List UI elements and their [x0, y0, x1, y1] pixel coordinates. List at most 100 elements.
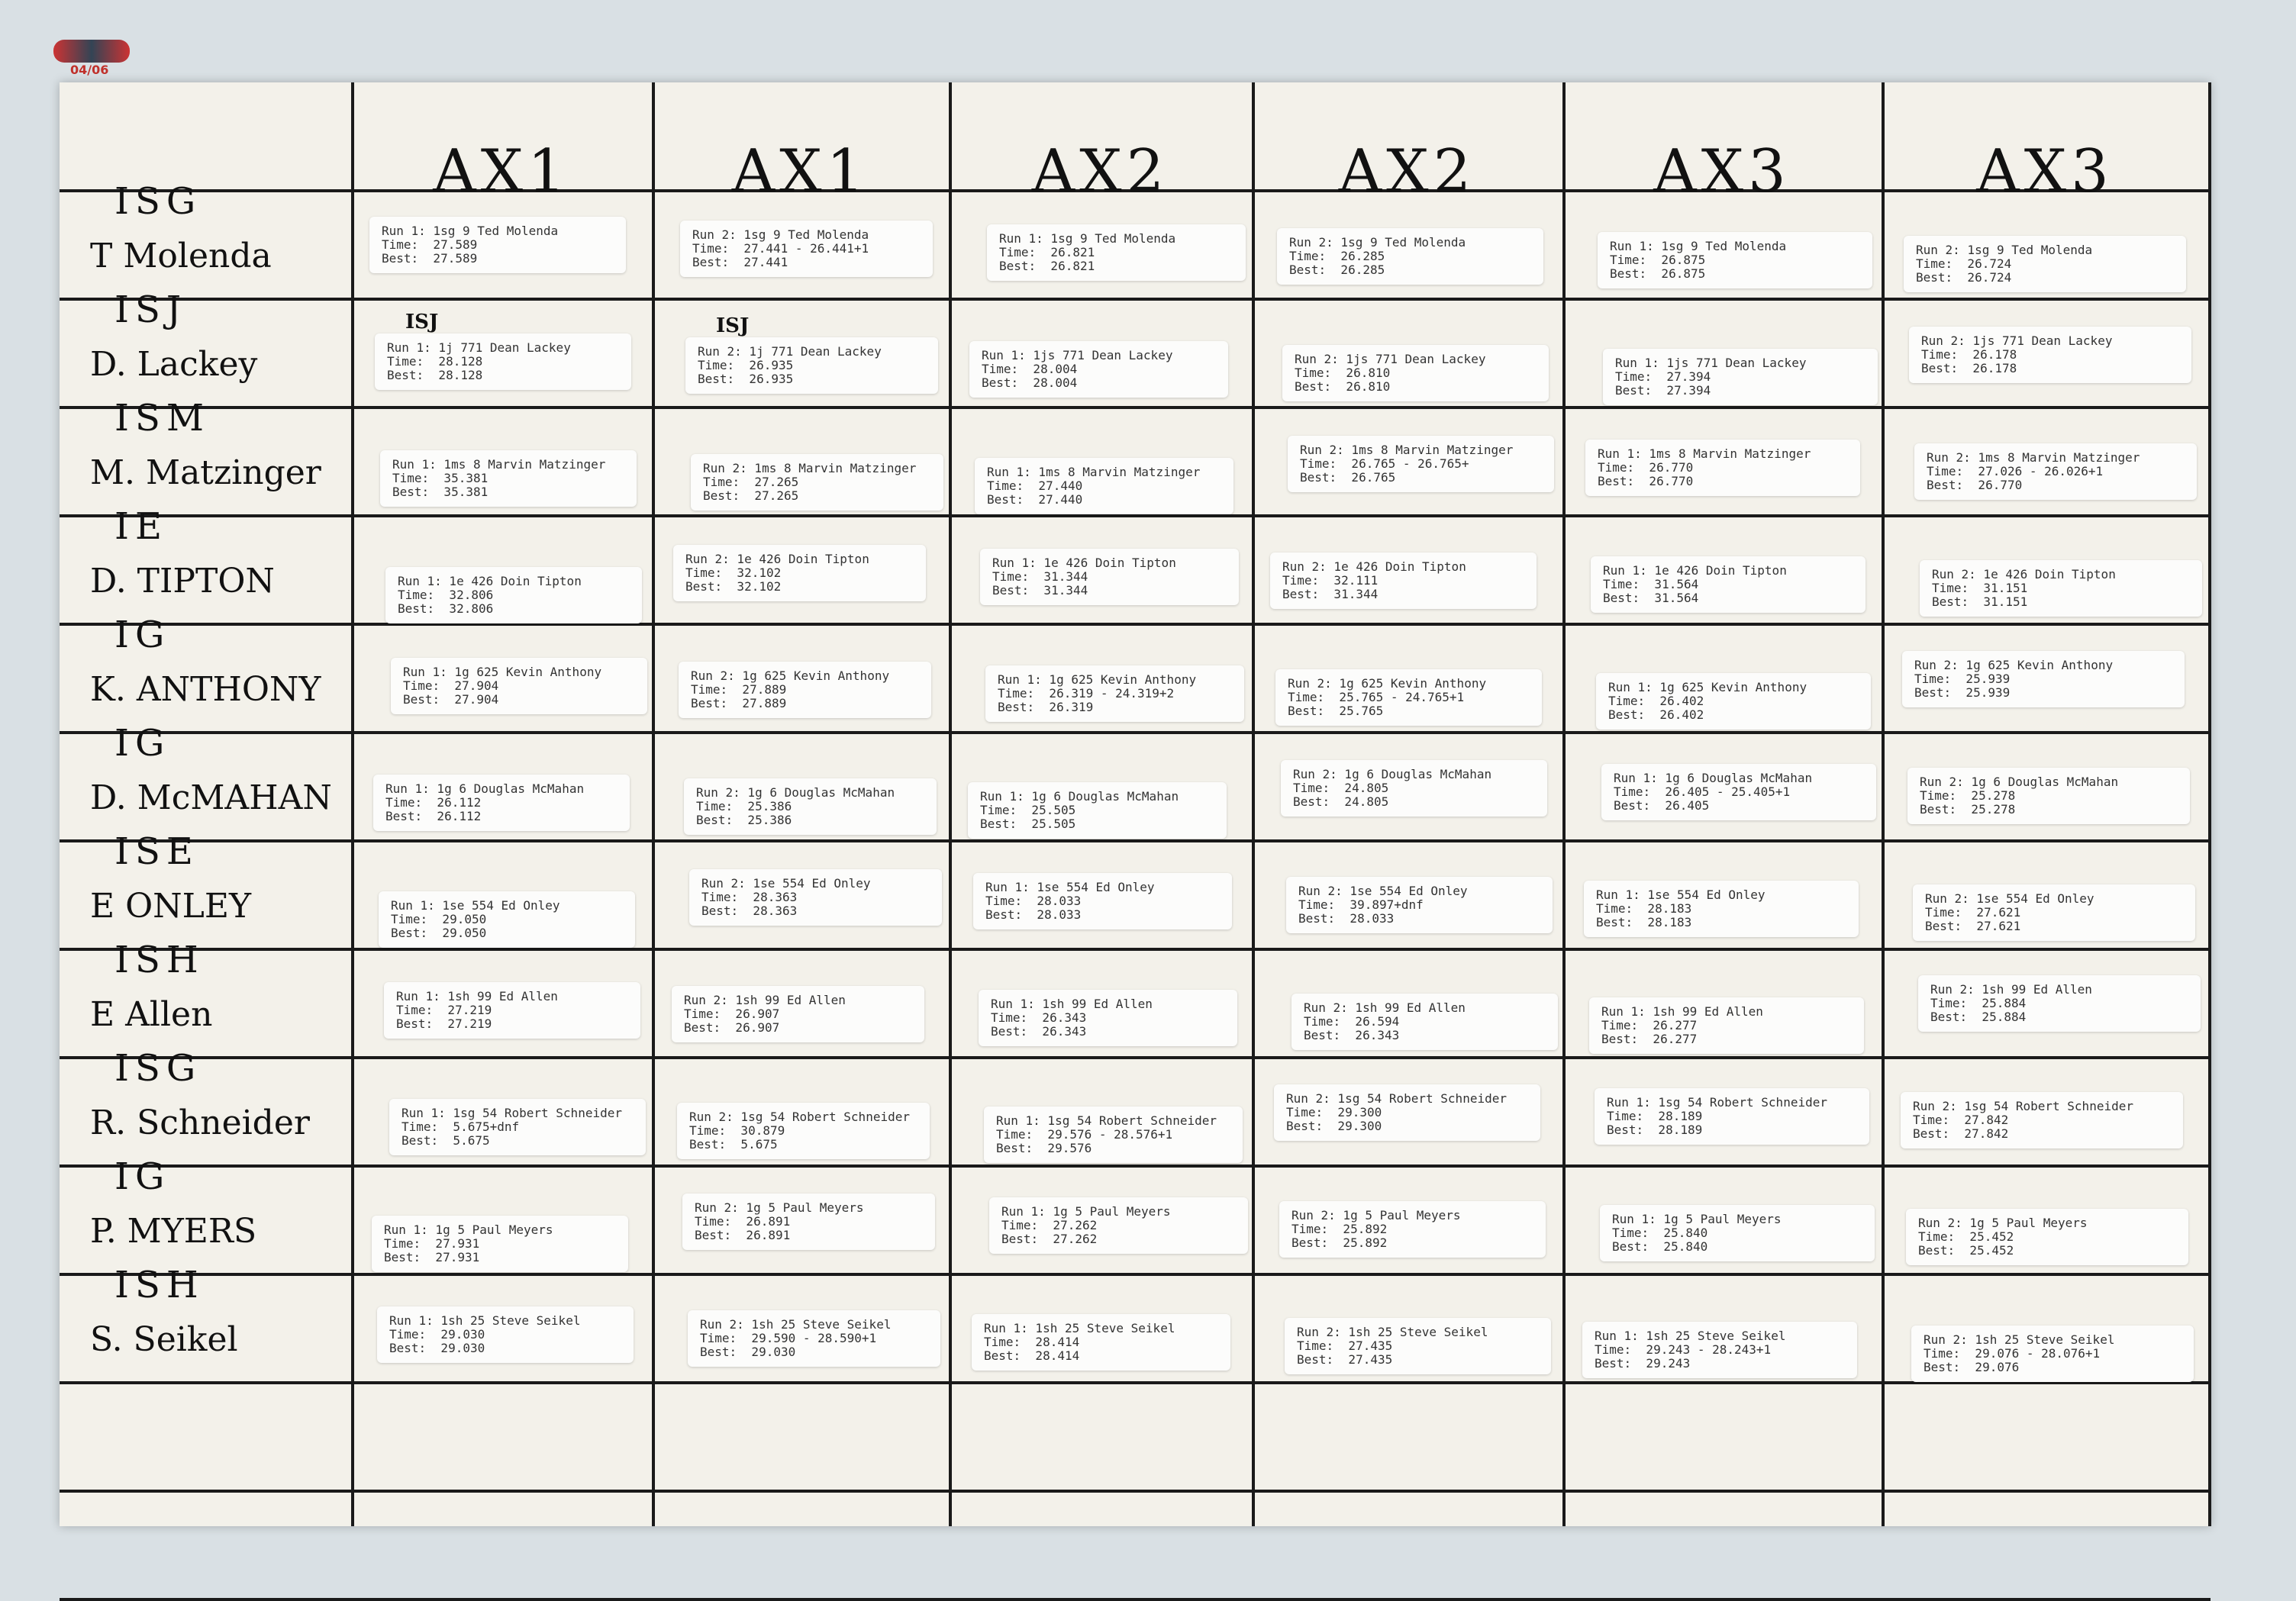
label-run: Run 1: 1se 554 Ed Onley [391, 898, 560, 913]
result-label: Run 2: 1sh 25 Steve Seikel Time: 29.590 -… [688, 1310, 940, 1367]
label-time: Time: 26.112 [385, 795, 482, 810]
column-line [1882, 82, 1885, 1526]
label-best: Best: 26.402 [1608, 707, 1704, 722]
label-run: Run 1: 1ms 8 Marvin Matzinger [1598, 446, 1811, 461]
label-best: Best: 25.892 [1292, 1235, 1388, 1250]
label-time: Time: 39.897+dnf [1298, 897, 1424, 912]
label-run: Run 2: 1g 625 Kevin Anthony [1288, 676, 1487, 691]
result-label: Run 2: 1j 771 Dean Lackey Time: 26.935 Bes… [685, 337, 938, 394]
label-run: Run 2: 1e 426 Doin Tipton [1932, 567, 2116, 581]
label-time: Time: 26.770 [1598, 460, 1694, 475]
label-best: Best: 27.621 [1925, 919, 2021, 933]
result-label: Run 1: 1e 426 Doin Tipton Time: 32.806 Bes… [385, 567, 642, 623]
label-time: Time: 27.394 [1615, 369, 1711, 384]
label-time: Time: 27.262 [1001, 1218, 1098, 1232]
result-label: Run 1: 1sh 25 Steve Seikel Time: 29.030 Be… [377, 1306, 634, 1363]
label-time: Time: 26.891 [695, 1214, 791, 1229]
label-time: Time: 26.765 - 26.765+ [1300, 456, 1469, 471]
label-best: Best: 27.904 [403, 692, 499, 707]
class-label: ISH [114, 939, 205, 981]
label-run: Run 2: 1js 771 Dean Lackey [1295, 352, 1486, 366]
column-line [351, 82, 354, 1526]
label-best: Best: 25.939 [1914, 685, 2011, 700]
label-best: Best: 26.875 [1610, 266, 1706, 281]
label-best: Best: 25.278 [1920, 802, 2016, 817]
result-label: Run 1: 1sh 25 Steve Seikel Time: 28.414 Be… [972, 1314, 1230, 1371]
class-label: ISM [114, 397, 210, 440]
label-best: Best: 29.576 [996, 1141, 1092, 1155]
driver-name: D. McMAHAN [90, 778, 332, 817]
label-best: Best: 29.030 [389, 1341, 485, 1355]
result-label: Run 2: 1se 554 Ed Onley Time: 28.363 Best:… [689, 869, 942, 926]
label-best: Best: 27.441 [692, 255, 788, 269]
result-label: Run 2: 1g 5 Paul Meyers Time: 25.892 Best:… [1279, 1201, 1546, 1258]
result-label: Run 1: 1e 426 Doin Tipton Time: 31.564 Bes… [1591, 556, 1866, 613]
label-time: Time: 29.076 - 28.076+1 [1924, 1346, 2101, 1361]
column-header: AX1 [433, 137, 570, 206]
label-time: Time: 26.821 [999, 245, 1095, 259]
result-label: Run 2: 1sg 54 Robert Schneider Time: 27.8… [1901, 1092, 2183, 1148]
label-run: Run 1: 1g 6 Douglas McMahan [1614, 771, 1813, 785]
result-label: Run 1: 1sg 54 Robert Schneider Time: 28.1… [1595, 1088, 1869, 1145]
result-label: Run 2: 1e 426 Doin Tipton Time: 31.151 Bes… [1920, 560, 2202, 617]
label-best: Best: 29.076 [1924, 1360, 2020, 1374]
label-run: Run 2: 1js 771 Dean Lackey [1921, 333, 2113, 348]
label-time: Time: 25.765 - 24.765+1 [1288, 690, 1465, 704]
handwritten-note: ISJ [716, 314, 750, 337]
row-line [60, 1490, 2211, 1493]
label-time: Time: 28.183 [1596, 901, 1692, 916]
label-time: Time: 29.590 - 28.590+1 [700, 1331, 877, 1345]
label-run: Run 1: 1g 6 Douglas McMahan [385, 781, 585, 796]
result-label: Run 1: 1g 5 Paul Meyers Time: 25.840 Best:… [1600, 1205, 1875, 1261]
label-time: Time: 25.840 [1612, 1226, 1708, 1240]
label-best: Best: 29.300 [1286, 1119, 1382, 1133]
result-label: Run 1: 1g 5 Paul Meyers Time: 27.931 Best:… [372, 1216, 628, 1272]
label-run: Run 2: 1g 6 Douglas McMahan [696, 785, 895, 800]
label-time: Time: 26.405 - 25.405+1 [1614, 784, 1791, 799]
handwritten-note: ISJ [405, 311, 439, 333]
result-label: Run 2: 1sg 9 Ted Molenda Time: 26.285 Best… [1277, 228, 1543, 285]
label-best: Best: 31.151 [1932, 594, 2028, 609]
label-best: Best: 35.381 [392, 485, 489, 499]
row-line [60, 839, 2211, 842]
column-line [2208, 82, 2211, 1526]
label-time: Time: 25.452 [1918, 1229, 2014, 1244]
label-run: Run 2: 1sg 54 Robert Schneider [1286, 1091, 1507, 1106]
label-time: Time: 27.889 [691, 682, 787, 697]
label-run: Run 2: 1ms 8 Marvin Matzinger [1927, 450, 2140, 465]
class-label: IG [114, 614, 171, 656]
label-time: Time: 25.892 [1292, 1222, 1388, 1236]
label-best: Best: 26.178 [1921, 361, 2017, 375]
label-time: Time: 26.343 [991, 1010, 1087, 1025]
column-line [652, 82, 655, 1526]
result-label: Run 1: 1sg 9 Ted Molenda Time: 27.589 Best… [369, 217, 626, 273]
label-run: Run 1: 1g 5 Paul Meyers [1001, 1204, 1171, 1219]
label-time: Time: 26.907 [684, 1007, 780, 1021]
label-time: Time: 26.178 [1921, 347, 2017, 362]
label-best: Best: 27.931 [384, 1250, 480, 1264]
label-best: Best: 27.219 [396, 1016, 492, 1031]
label-run: Run 2: 1j 771 Dean Lackey [698, 344, 882, 359]
result-label: Run 1: 1ms 8 Marvin Matzinger Time: 35.38… [380, 450, 637, 507]
label-time: Time: 27.842 [1913, 1113, 2009, 1127]
result-label: Run 1: 1g 625 Kevin Anthony Time: 27.904 B… [391, 658, 647, 714]
result-label: Run 2: 1sh 25 Steve Seikel Time: 29.076 -… [1911, 1326, 2194, 1382]
label-run: Run 1: 1g 625 Kevin Anthony [403, 665, 602, 679]
label-best: Best: 26.935 [698, 372, 794, 386]
label-time: Time: 28.189 [1607, 1109, 1703, 1123]
label-run: Run 1: 1g 625 Kevin Anthony [998, 672, 1197, 687]
label-run: Run 2: 1g 6 Douglas McMahan [1920, 775, 2119, 789]
label-time: Time: 26.277 [1601, 1018, 1698, 1032]
results-board: AX1 AX1 AX2 AX2 AX3 AX3 ISG T Molenda Run 1: 1sg… [60, 82, 2211, 1601]
label-best: Best: 28.033 [985, 907, 1082, 922]
label-run: Run 1: 1g 5 Paul Meyers [1612, 1212, 1782, 1226]
result-label: Run 1: 1sg 54 Robert Schneider Time: 5.67… [389, 1099, 646, 1155]
label-best: Best: 31.564 [1603, 591, 1699, 605]
label-run: Run 1: 1sg 9 Ted Molenda [999, 231, 1176, 246]
label-run: Run 2: 1sg 9 Ted Molenda [1916, 243, 2093, 257]
label-run: Run 1: 1g 625 Kevin Anthony [1608, 680, 1807, 694]
row-line [60, 623, 2211, 626]
label-time: Time: 26.724 [1916, 256, 2012, 271]
label-best: Best: 29.050 [391, 926, 487, 940]
column-line [949, 82, 952, 1526]
